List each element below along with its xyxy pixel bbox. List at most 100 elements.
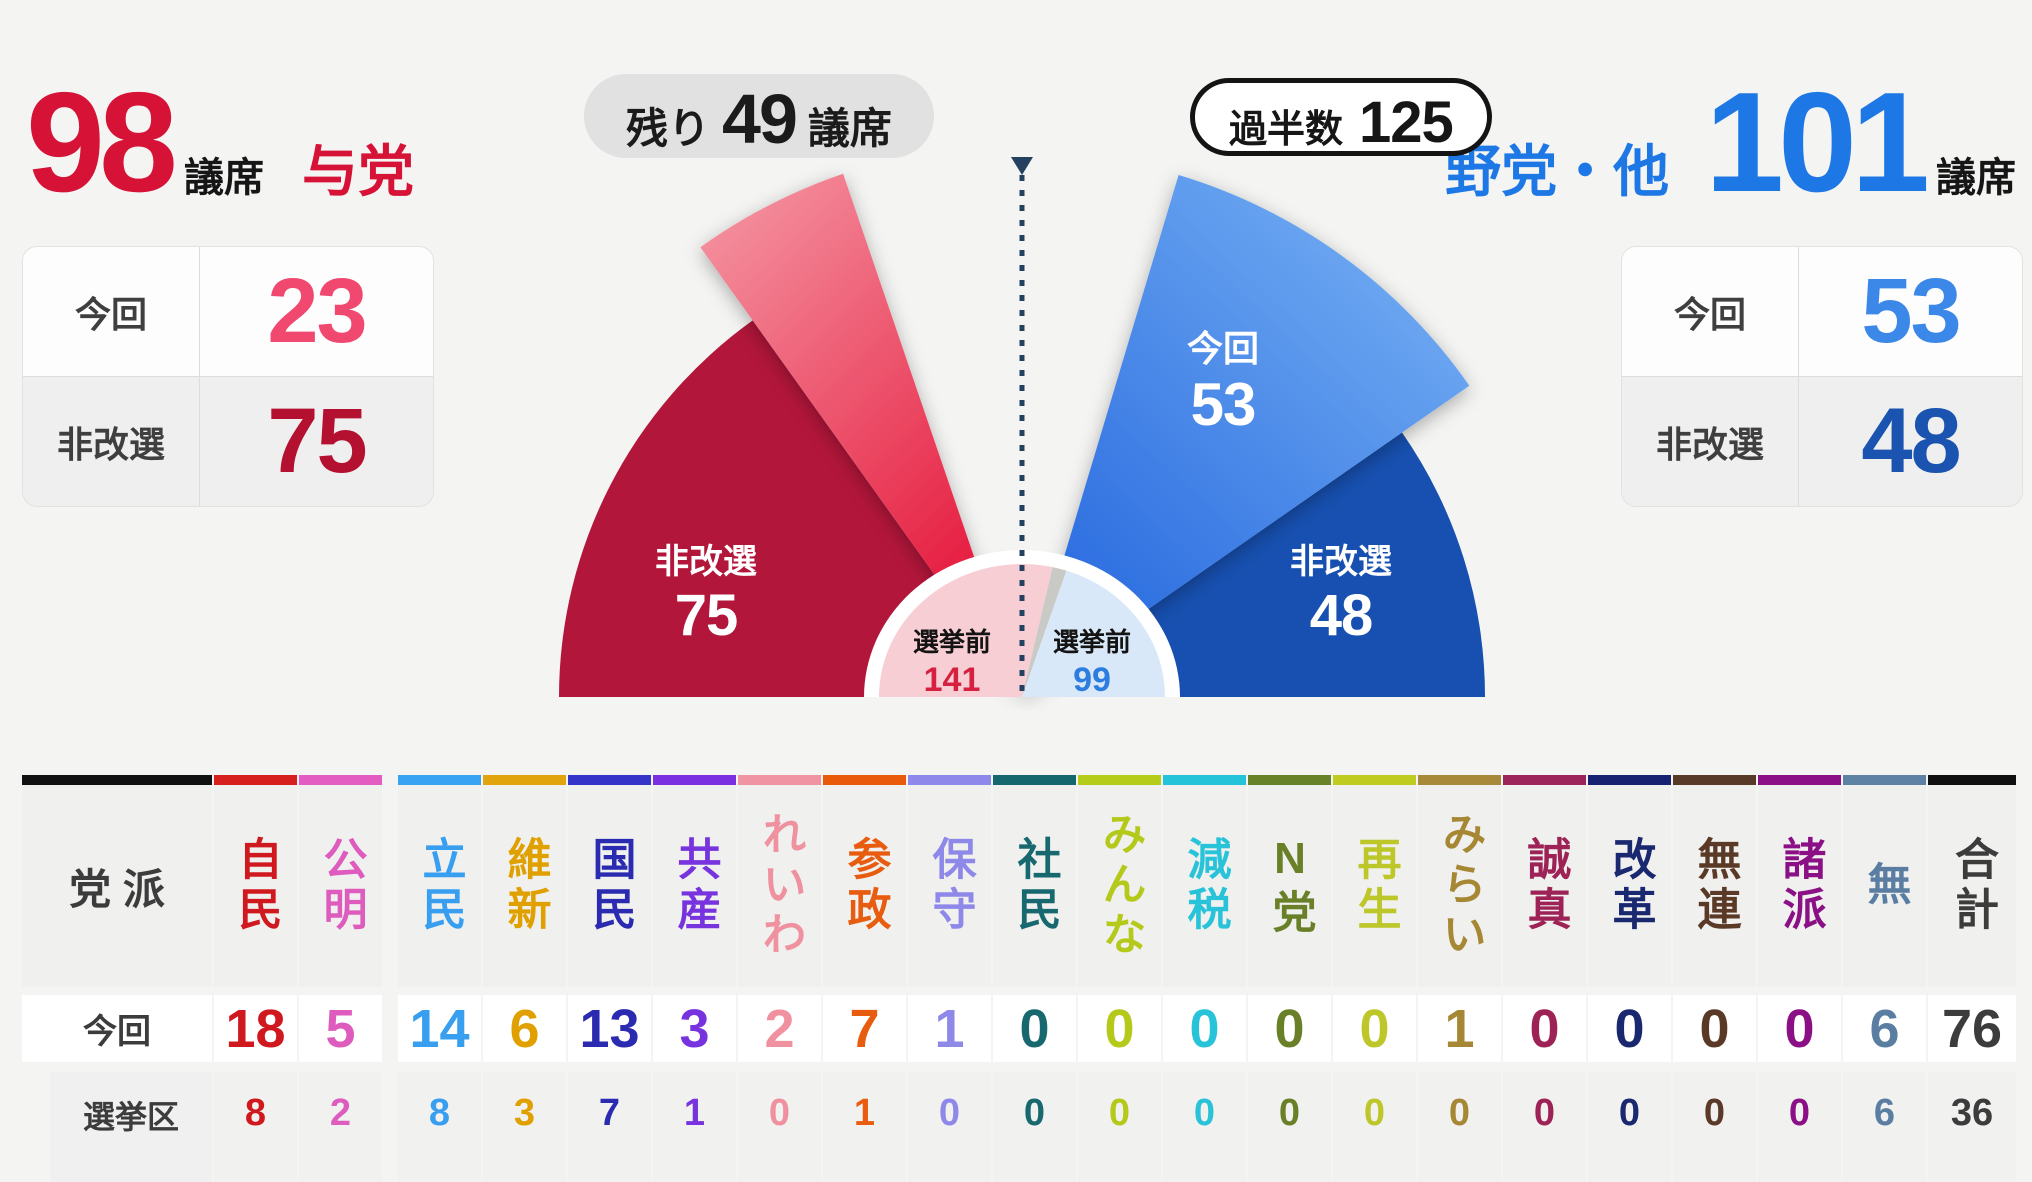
party-color-bar	[483, 775, 566, 785]
stat-row-label: 今回	[1622, 247, 1799, 376]
party-table-header-label: 党 派	[69, 865, 165, 913]
party-name: 参政	[840, 836, 890, 936]
opposition-headline: 野党・他 101 議席	[1445, 72, 2016, 214]
party-seat-cell: 0	[1758, 995, 1841, 1062]
opposition-seat-count: 101	[1705, 63, 1930, 222]
ruling-seat-unit: 議席	[183, 156, 264, 200]
column-color-bar	[22, 775, 212, 785]
party-header-cell: 無	[1843, 785, 1926, 987]
party-seat-cell: 0	[1078, 1072, 1161, 1182]
party-color-bar	[993, 775, 1076, 785]
stat-row: 今回 23	[23, 247, 433, 376]
party-seat-cell: 7	[823, 995, 906, 1062]
party-header-cell: 社民	[993, 785, 1076, 987]
party-seat-cell: 5	[299, 995, 382, 1062]
party-column: 維新 6 3	[483, 775, 566, 1182]
party-seat-cell: 1	[653, 1072, 736, 1182]
party-seat-cell: 2	[299, 1072, 382, 1182]
party-name: れいわ	[755, 811, 805, 961]
ruling-hikaisen-wedge-label: 非改選 75	[655, 543, 757, 648]
party-column: 共産 3 1	[653, 775, 736, 1182]
party-seat-cell: 0	[1078, 995, 1161, 1062]
ruling-headline: 98 議席 与党	[26, 72, 414, 214]
seat-gauge: 非改選 75 今回 53 非改選 48 選挙前 141 選挙前 99	[430, 135, 1614, 710]
total-seat-cell: 76	[1928, 995, 2016, 1062]
party-header-cell: 公明	[299, 785, 382, 987]
party-name: 誠真	[1520, 836, 1570, 936]
party-seat-cell: 0	[1163, 1072, 1246, 1182]
party-seat-cell: 8	[398, 1072, 481, 1182]
party-seat-cell: 1	[823, 1072, 906, 1182]
stat-row: 非改選 48	[1622, 376, 2022, 506]
party-seat-cell: 8	[214, 1072, 297, 1182]
stat-row-label: 今回	[23, 247, 200, 376]
row-label: 選挙区	[50, 1072, 212, 1182]
party-name: 減税	[1180, 836, 1230, 936]
party-seat-cell: 0	[1163, 995, 1246, 1062]
party-color-bar	[1163, 775, 1246, 785]
party-column: 自民 18 8	[214, 775, 297, 1182]
party-seat-cell: 0	[908, 1072, 991, 1182]
party-seat-cell: 0	[1758, 1072, 1841, 1182]
party-column: 改革 0 0	[1588, 775, 1671, 1182]
party-name: 自民	[231, 836, 281, 936]
party-name: 共産	[670, 836, 720, 936]
party-header-cell: 再生	[1333, 785, 1416, 987]
majority-label: 過半数	[1229, 109, 1344, 151]
stat-row-value: 48	[1861, 390, 1961, 492]
party-seat-cell: 7	[568, 1072, 651, 1182]
party-column: 再生 0 0	[1333, 775, 1416, 1182]
party-seat-cell: 3	[483, 1072, 566, 1182]
party-color-bar	[1078, 775, 1161, 785]
party-column: 国民 13 7	[568, 775, 651, 1182]
stat-row: 今回 53	[1622, 247, 2022, 376]
party-seat-cell: 1	[1418, 995, 1501, 1062]
party-name: みんな	[1095, 811, 1145, 961]
party-seat-cell: 6	[483, 995, 566, 1062]
party-name: 改革	[1605, 836, 1655, 936]
party-name: 国民	[585, 836, 635, 936]
party-color-bar	[1758, 775, 1841, 785]
party-color-bar	[398, 775, 481, 785]
opposition-label: 野党・他	[1445, 140, 1670, 203]
party-name: 諸派	[1775, 836, 1825, 936]
party-name: 再生	[1350, 836, 1400, 936]
party-seat-cell: 6	[1843, 1072, 1926, 1182]
party-header-cell: 諸派	[1758, 785, 1841, 987]
party-seat-cell: 14	[398, 995, 481, 1062]
party-table-label-column: 党 派今回 選挙区	[22, 775, 212, 1182]
party-name: みらい	[1435, 811, 1485, 961]
party-header-cell: みんな	[1078, 785, 1161, 987]
party-color-bar	[738, 775, 821, 785]
party-seat-cell: 0	[738, 1072, 821, 1182]
party-header-cell: 誠真	[1503, 785, 1586, 987]
party-seat-cell: 1	[908, 995, 991, 1062]
stat-row-value: 75	[267, 390, 367, 492]
party-name: N党	[1265, 833, 1315, 939]
party-results-table: 党 派今回 選挙区 自民 18 8 公明 5 2 立民 14 8 維新 6 3 国民 13 7 共産 3 1 れいわ 2 0…	[22, 775, 2016, 1182]
party-seat-cell: 0	[1248, 995, 1331, 1062]
party-header-cell: れいわ	[738, 785, 821, 987]
party-seat-cell: 13	[568, 995, 651, 1062]
party-color-bar	[1843, 775, 1926, 785]
party-seat-cell: 0	[1333, 995, 1416, 1062]
party-header-cell: 参政	[823, 785, 906, 987]
opposition-konkai-wedge-label: 今回 53	[1186, 328, 1259, 438]
majority-value: 125	[1359, 90, 1454, 155]
party-color-bar	[568, 775, 651, 785]
party-color-bar	[1248, 775, 1331, 785]
party-seat-cell: 0	[1503, 995, 1586, 1062]
party-seat-cell: 0	[993, 995, 1076, 1062]
party-seat-cell: 0	[1588, 995, 1671, 1062]
party-seat-cell: 0	[1588, 1072, 1671, 1182]
remaining-prefix: 残り	[626, 105, 711, 152]
party-header-cell: 保守	[908, 785, 991, 987]
party-name: 社民	[1010, 836, 1060, 936]
party-seat-cell: 0	[1418, 1072, 1501, 1182]
seat-gauge-chart	[559, 157, 1485, 697]
stat-row-value: 23	[267, 260, 367, 362]
ruling-label: 与党	[301, 140, 414, 203]
party-column: 無 6 6	[1843, 775, 1926, 1182]
party-column: みんな 0 0	[1078, 775, 1161, 1182]
stat-row-label: 非改選	[1622, 377, 1799, 506]
